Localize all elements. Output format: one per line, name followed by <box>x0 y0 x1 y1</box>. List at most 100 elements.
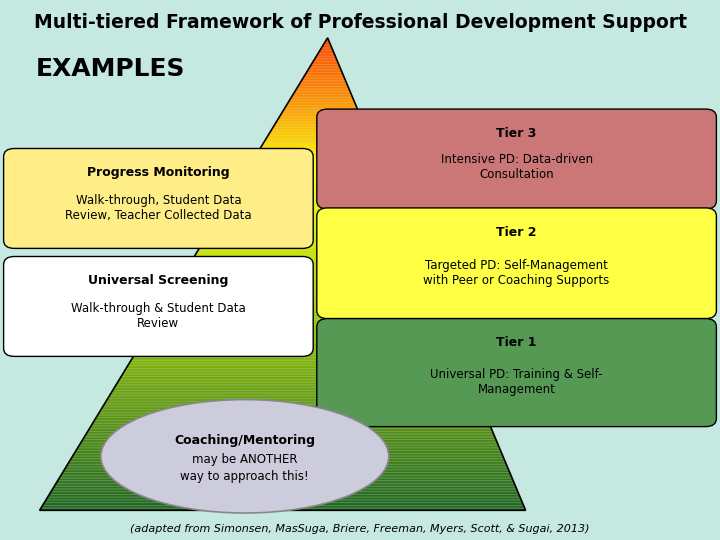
Polygon shape <box>121 375 469 376</box>
Polygon shape <box>239 181 388 183</box>
Polygon shape <box>49 493 519 495</box>
Polygon shape <box>60 476 512 477</box>
Polygon shape <box>287 104 356 105</box>
Polygon shape <box>173 290 434 292</box>
Polygon shape <box>236 186 390 187</box>
Polygon shape <box>148 330 451 332</box>
Polygon shape <box>88 430 492 431</box>
Polygon shape <box>265 139 371 140</box>
Polygon shape <box>227 201 397 203</box>
Polygon shape <box>145 335 453 337</box>
Polygon shape <box>250 164 381 165</box>
Polygon shape <box>232 194 394 195</box>
Polygon shape <box>147 332 451 334</box>
Polygon shape <box>199 247 416 249</box>
Polygon shape <box>53 487 516 488</box>
Polygon shape <box>102 406 482 408</box>
Polygon shape <box>190 261 422 263</box>
Polygon shape <box>184 273 426 274</box>
Polygon shape <box>290 98 354 99</box>
Polygon shape <box>65 468 508 469</box>
Polygon shape <box>62 472 510 474</box>
Polygon shape <box>76 449 500 450</box>
Polygon shape <box>209 232 410 233</box>
Polygon shape <box>166 302 439 304</box>
Polygon shape <box>40 507 525 509</box>
Polygon shape <box>291 96 353 98</box>
Polygon shape <box>230 197 395 198</box>
Polygon shape <box>198 249 417 251</box>
Polygon shape <box>216 219 404 220</box>
Polygon shape <box>158 315 444 316</box>
Polygon shape <box>293 93 351 94</box>
Polygon shape <box>172 292 435 293</box>
Polygon shape <box>252 160 379 162</box>
Polygon shape <box>85 435 495 436</box>
Polygon shape <box>153 323 448 325</box>
Polygon shape <box>138 348 458 350</box>
Text: Tier 3: Tier 3 <box>496 127 537 140</box>
Text: may be ANOTHER
way to approach this!: may be ANOTHER way to approach this! <box>181 453 309 483</box>
Polygon shape <box>255 156 378 158</box>
Polygon shape <box>297 86 348 88</box>
Polygon shape <box>318 52 334 53</box>
Polygon shape <box>292 94 352 96</box>
Polygon shape <box>40 509 526 510</box>
Polygon shape <box>149 329 451 330</box>
FancyBboxPatch shape <box>317 319 716 427</box>
Polygon shape <box>197 251 418 252</box>
Polygon shape <box>86 431 493 433</box>
Polygon shape <box>175 287 433 288</box>
Text: Walk-through, Student Data
Review, Teacher Collected Data: Walk-through, Student Data Review, Teach… <box>65 194 252 222</box>
Polygon shape <box>213 224 406 225</box>
Polygon shape <box>183 274 427 275</box>
Text: Universal PD: Training & Self-
Management: Universal PD: Training & Self- Managemen… <box>431 368 603 396</box>
Polygon shape <box>89 427 491 428</box>
Polygon shape <box>325 39 329 41</box>
Text: Universal Screening: Universal Screening <box>89 274 228 287</box>
Polygon shape <box>181 277 428 279</box>
Polygon shape <box>301 80 346 82</box>
Polygon shape <box>258 151 376 153</box>
Polygon shape <box>138 347 458 348</box>
Polygon shape <box>163 306 441 307</box>
Polygon shape <box>310 65 340 66</box>
Polygon shape <box>89 428 492 430</box>
Polygon shape <box>228 200 396 201</box>
Polygon shape <box>123 372 468 373</box>
Polygon shape <box>186 268 425 269</box>
Polygon shape <box>258 150 375 151</box>
Polygon shape <box>202 242 414 244</box>
Polygon shape <box>272 127 366 129</box>
Polygon shape <box>192 260 421 261</box>
Polygon shape <box>311 63 339 65</box>
FancyBboxPatch shape <box>317 208 716 319</box>
Polygon shape <box>324 43 330 44</box>
Polygon shape <box>108 397 479 399</box>
Polygon shape <box>107 399 480 400</box>
Polygon shape <box>222 210 400 211</box>
Polygon shape <box>321 47 332 49</box>
Polygon shape <box>274 124 364 126</box>
Text: Intensive PD: Data-driven
Consultation: Intensive PD: Data-driven Consultation <box>441 153 593 181</box>
Polygon shape <box>206 237 411 238</box>
Polygon shape <box>71 458 505 460</box>
Polygon shape <box>259 148 374 150</box>
Polygon shape <box>299 84 347 85</box>
Polygon shape <box>284 107 357 109</box>
Polygon shape <box>244 173 385 175</box>
Polygon shape <box>114 386 474 388</box>
Polygon shape <box>137 350 459 351</box>
Polygon shape <box>200 246 415 247</box>
Polygon shape <box>63 471 510 472</box>
Polygon shape <box>161 310 442 312</box>
Polygon shape <box>66 464 507 466</box>
Polygon shape <box>57 481 514 482</box>
Polygon shape <box>140 345 457 347</box>
Polygon shape <box>204 239 413 241</box>
Polygon shape <box>186 269 426 271</box>
Polygon shape <box>167 299 438 301</box>
Polygon shape <box>66 466 508 468</box>
Polygon shape <box>207 233 410 235</box>
Polygon shape <box>111 392 477 394</box>
